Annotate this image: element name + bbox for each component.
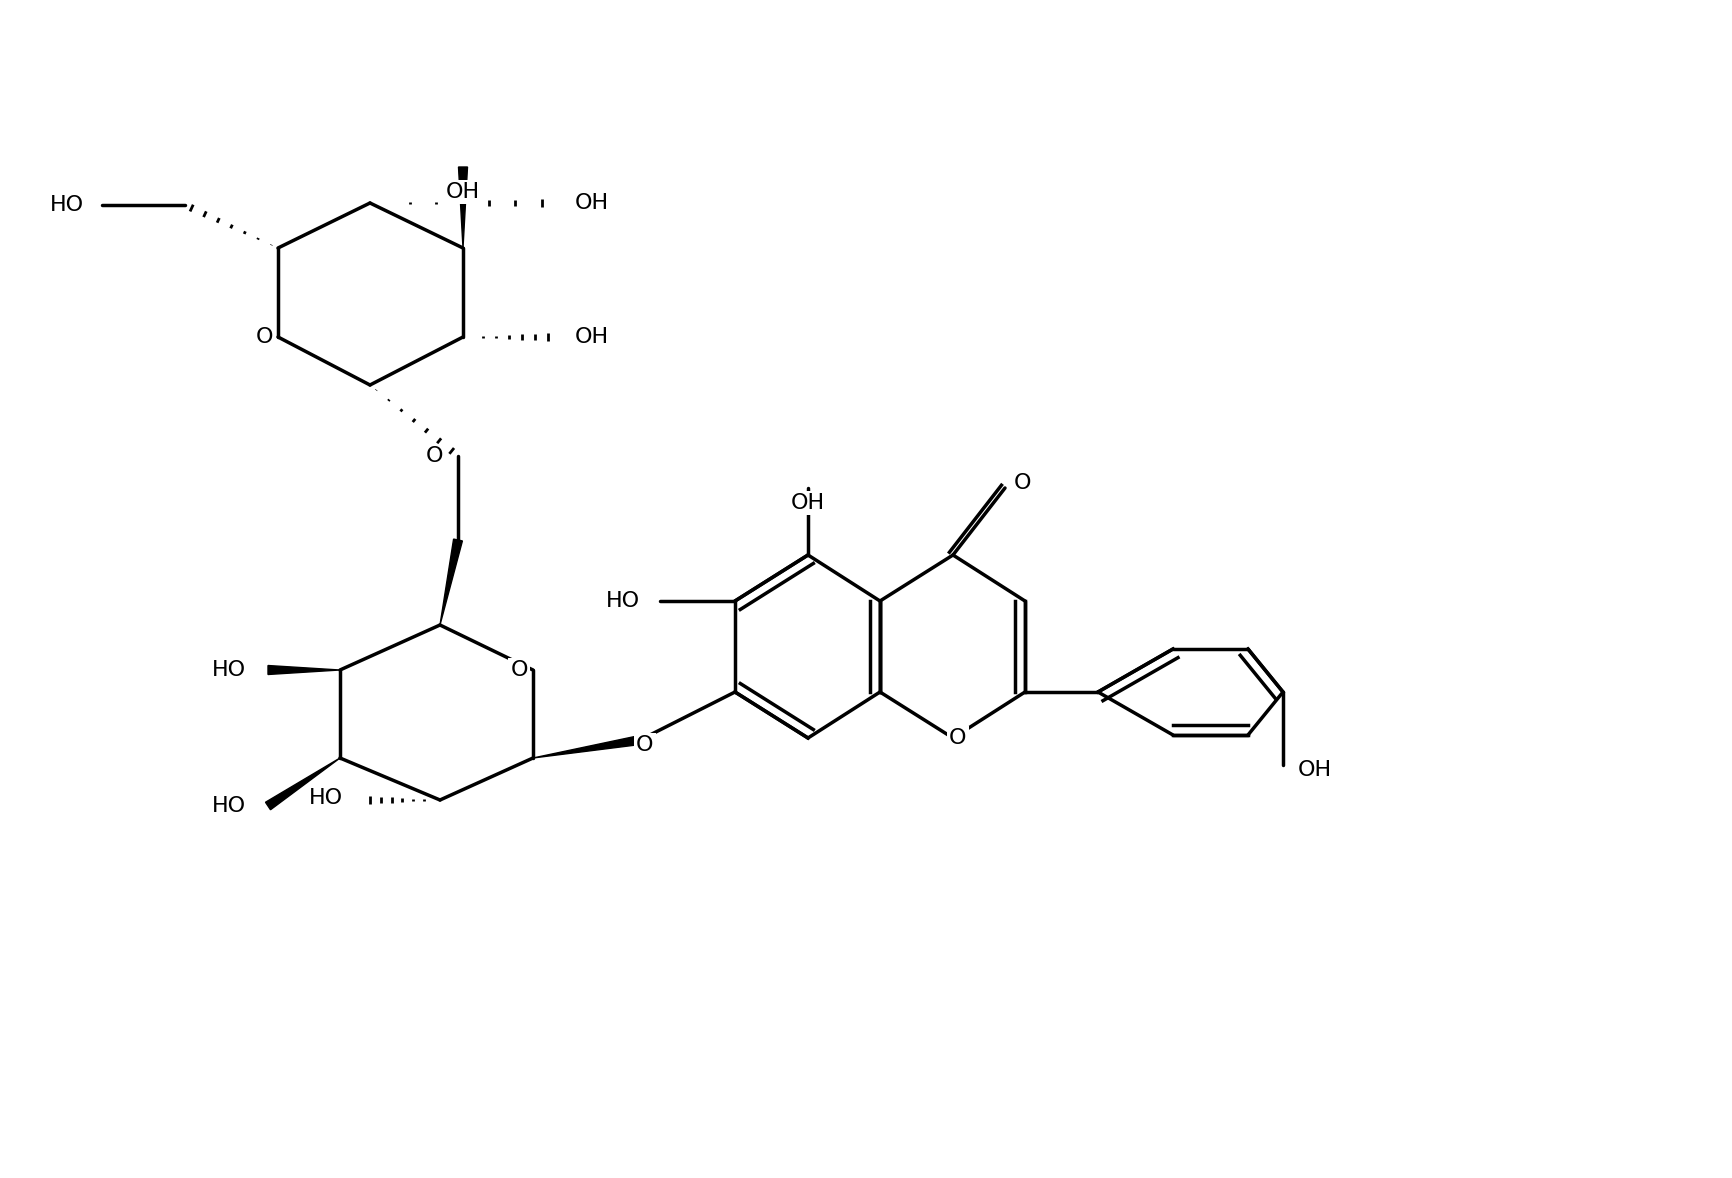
Text: HO: HO bbox=[211, 660, 246, 680]
Text: O: O bbox=[949, 728, 966, 748]
Text: O: O bbox=[1013, 474, 1031, 494]
Text: O: O bbox=[426, 446, 443, 466]
Text: O: O bbox=[636, 735, 653, 755]
Polygon shape bbox=[459, 167, 468, 249]
Text: HO: HO bbox=[211, 796, 246, 816]
Text: OH: OH bbox=[1297, 760, 1332, 780]
Text: O: O bbox=[511, 660, 528, 680]
Polygon shape bbox=[268, 666, 339, 675]
Polygon shape bbox=[533, 735, 641, 757]
Polygon shape bbox=[265, 757, 339, 809]
Polygon shape bbox=[440, 540, 462, 626]
Text: HO: HO bbox=[606, 591, 639, 611]
Text: O: O bbox=[255, 327, 274, 348]
Text: HO: HO bbox=[50, 196, 83, 216]
Text: OH: OH bbox=[575, 327, 608, 348]
Text: OH: OH bbox=[575, 193, 608, 213]
Text: OH: OH bbox=[445, 181, 480, 201]
Text: HO: HO bbox=[308, 788, 343, 808]
Text: OH: OH bbox=[790, 494, 824, 512]
